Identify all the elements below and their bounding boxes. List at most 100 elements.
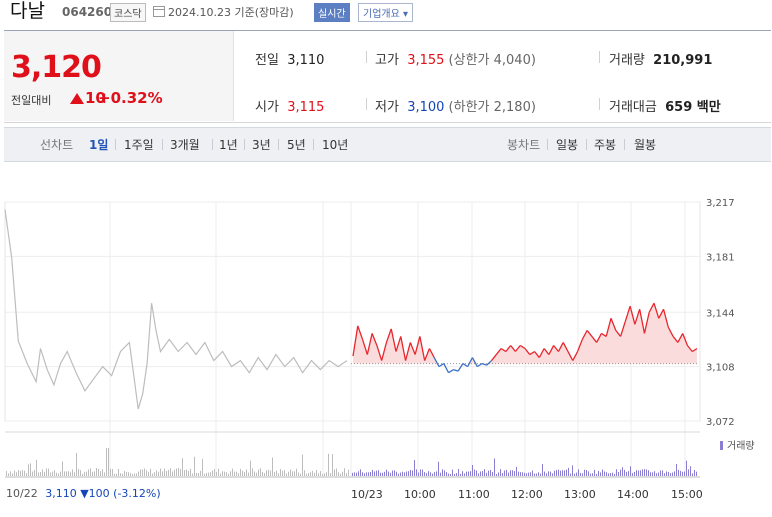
- tab-1w[interactable]: 1주일: [124, 138, 154, 152]
- volume-bar: [72, 469, 73, 476]
- today-line-segment: [643, 312, 650, 334]
- today-line-segment: [586, 329, 593, 337]
- volume-bar: [434, 472, 435, 476]
- stat-prev-value: 3,110: [287, 53, 325, 68]
- volume-bar: [548, 471, 549, 476]
- divider: [244, 139, 245, 150]
- volume-bar: [652, 472, 653, 476]
- divider: [278, 139, 279, 150]
- candle-chart-label: 봉차트: [507, 138, 541, 152]
- volume-bar: [186, 469, 187, 476]
- stat-volume: 거래량 210,991: [609, 49, 712, 68]
- volume-bar: [682, 471, 683, 476]
- volume-bar: [648, 470, 649, 476]
- volume-bar: [188, 470, 189, 476]
- volume-bar: [128, 472, 129, 476]
- volume-bar: [254, 471, 255, 476]
- volume-bar: [344, 468, 345, 476]
- tab-3y[interactable]: 3년: [252, 138, 271, 152]
- today-line-segment: [481, 362, 487, 366]
- volume-bar: [136, 473, 137, 476]
- tab-weekly[interactable]: 주봉: [594, 138, 617, 152]
- volume-bar: [398, 473, 399, 476]
- y-tick-label: 3,217: [706, 198, 735, 209]
- volume-bar: [100, 471, 101, 476]
- volume-bar: [480, 471, 481, 476]
- stat-open-label: 시가: [255, 100, 279, 115]
- today-line-segment: [572, 351, 579, 361]
- volume-bar: [370, 471, 371, 476]
- tab-10y[interactable]: 10년: [322, 138, 349, 152]
- volume-bar: [90, 468, 91, 476]
- volume-bar: [694, 470, 695, 476]
- volume-bar: [500, 469, 501, 476]
- tab-3m[interactable]: 3개월: [170, 138, 200, 152]
- today-line-segment: [385, 328, 392, 343]
- volume-bar: [206, 472, 207, 476]
- volume-bar: [570, 473, 571, 476]
- volume-bar: [484, 469, 485, 476]
- today-line-segment: [557, 342, 564, 352]
- volume-bar: [180, 469, 181, 476]
- volume-bar: [96, 468, 97, 476]
- volume-bar: [32, 471, 33, 476]
- volume-bar: [132, 473, 133, 476]
- volume-bar: [476, 470, 477, 476]
- volume-bar: [94, 471, 95, 476]
- current-price: 3,120: [11, 50, 102, 85]
- volume-bar: [176, 468, 177, 476]
- volume-bar: [218, 468, 219, 476]
- volume-bar: [54, 470, 55, 476]
- tab-5y[interactable]: 5년: [287, 138, 306, 152]
- x-tick-label: 11:00: [458, 488, 490, 501]
- today-line-segment: [686, 345, 693, 352]
- volume-bar: [662, 470, 663, 476]
- today-line-segment: [624, 306, 631, 322]
- tab-monthly[interactable]: 월봉: [634, 138, 657, 152]
- volume-bar: [124, 471, 125, 476]
- volume-bar: [450, 473, 451, 476]
- volume-bar: [556, 470, 557, 476]
- corp-info-dropdown[interactable]: 기업개요 ▾: [358, 3, 413, 22]
- today-line-segment: [619, 321, 626, 337]
- stat-prev: 전일 3,110: [255, 49, 324, 68]
- volume-bar: [102, 469, 103, 476]
- today-line-segment: [471, 357, 478, 367]
- volume-bar: [482, 471, 483, 476]
- tab-daily[interactable]: 일봉: [556, 138, 579, 152]
- volume-bar: [650, 472, 651, 476]
- volume-bar: [494, 458, 495, 476]
- volume-bar: [214, 469, 215, 476]
- today-line-segment: [453, 369, 459, 372]
- x-tick-label: 10/23: [351, 488, 383, 501]
- volume-bar: [408, 471, 409, 476]
- volume-bar: [166, 471, 167, 476]
- today-line-segment: [662, 309, 669, 328]
- divider: [624, 139, 625, 150]
- x-tick-label: 12:00: [511, 488, 543, 501]
- volume-bar: [460, 473, 461, 476]
- volume-bar: [280, 469, 281, 476]
- tab-1y[interactable]: 1년: [219, 138, 238, 152]
- today-line-segment: [677, 333, 684, 343]
- volume-bar: [418, 472, 419, 476]
- change-amount: 10: [85, 89, 106, 107]
- volume-bar: [470, 471, 471, 476]
- stat-open: 시가 3,115: [255, 96, 324, 115]
- volume-bar: [308, 473, 309, 476]
- volume-bar: [334, 469, 335, 476]
- volume-bar: [348, 469, 349, 476]
- y-tick-label: 3,181: [706, 252, 735, 263]
- realtime-button[interactable]: 실시간: [314, 3, 350, 22]
- tab-1d[interactable]: 1일: [89, 138, 109, 152]
- volume-bar: [140, 469, 141, 476]
- volume-bar: [686, 460, 687, 476]
- volume-bar: [322, 473, 323, 476]
- volume-bar: [504, 470, 505, 476]
- volume-bar: [28, 464, 29, 476]
- volume-bar: [688, 469, 689, 476]
- today-line-segment: [448, 369, 454, 374]
- today-line-segment: [634, 309, 641, 325]
- volume-bar: [242, 470, 243, 476]
- volume-bar: [604, 471, 605, 476]
